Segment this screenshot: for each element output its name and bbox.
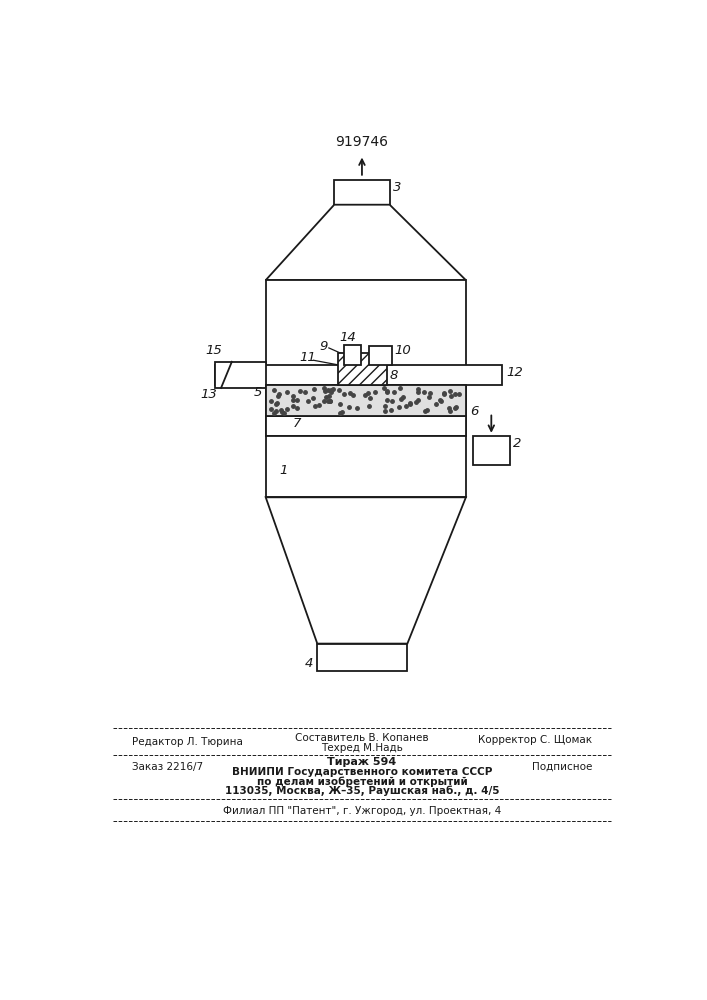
Text: Составитель В. Копанев: Составитель В. Копанев (295, 733, 428, 743)
Text: 113035, Москва, Ж–35, Раушская наб., д. 4/5: 113035, Москва, Ж–35, Раушская наб., д. … (225, 785, 499, 796)
Bar (266, 416, 466, 436)
Text: 7: 7 (293, 417, 301, 430)
Text: ВНИИПИ Государственного комитета СССР: ВНИИПИ Государственного комитета СССР (232, 767, 492, 777)
Text: Филиал ПП "Патент", г. Ужгород, ул. Проектная, 4: Филиал ПП "Патент", г. Ужгород, ул. Прое… (223, 806, 501, 816)
Text: 13: 13 (200, 388, 217, 401)
Text: 11: 11 (300, 351, 317, 364)
Text: Заказ 2216/7: Заказ 2216/7 (132, 762, 204, 772)
Text: 919746: 919746 (335, 135, 388, 149)
Text: 14: 14 (339, 331, 356, 344)
Bar (266, 436, 466, 497)
Bar (215, 365, 502, 385)
Text: 10: 10 (395, 344, 411, 357)
Bar (344, 345, 361, 365)
Text: Техред М.Надь: Техред М.Надь (321, 743, 403, 753)
Bar (334, 180, 390, 205)
Text: Подписное: Подписное (532, 762, 592, 772)
Bar (338, 353, 387, 385)
Bar (266, 280, 466, 436)
Bar (266, 385, 466, 416)
Text: 9: 9 (320, 340, 327, 353)
Bar (317, 644, 407, 671)
Text: по делам изобретений и открытий: по делам изобретений и открытий (257, 776, 467, 787)
Bar (369, 346, 392, 365)
Polygon shape (266, 205, 466, 280)
Text: 15: 15 (205, 344, 222, 358)
Bar (473, 436, 510, 465)
Text: 12: 12 (506, 366, 522, 379)
Text: 1: 1 (279, 464, 288, 477)
Text: Редактор Л. Тюрина: Редактор Л. Тюрина (132, 737, 243, 747)
Text: 8: 8 (390, 369, 398, 382)
Bar (215, 362, 266, 388)
Text: 2: 2 (513, 437, 521, 450)
Text: 3: 3 (393, 181, 401, 194)
Polygon shape (266, 497, 466, 644)
Text: 6: 6 (469, 405, 478, 418)
Text: Корректор С. Щомак: Корректор С. Щомак (478, 735, 592, 745)
Text: 4: 4 (305, 657, 313, 670)
Text: 5: 5 (254, 386, 262, 399)
Text: Тираж 594: Тираж 594 (327, 757, 397, 767)
